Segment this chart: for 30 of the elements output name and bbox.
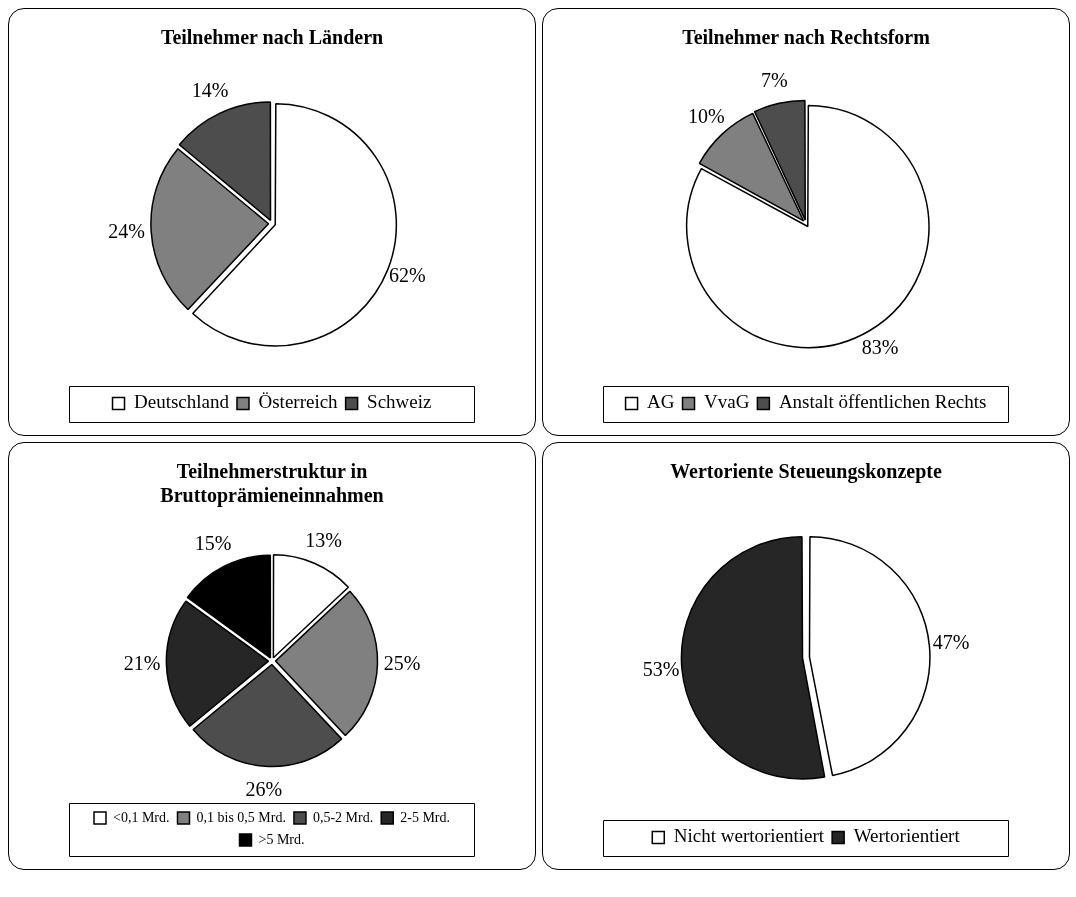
legend-label: Wertorientiert [853, 825, 961, 847]
chart-title: Wertoriente Steueungskonzepte [670, 460, 942, 484]
legend-label: 0,5-2 Mrd. [312, 809, 374, 825]
data-label: 13% [305, 528, 342, 551]
data-label: 25% [383, 652, 421, 675]
legend-label: <0,1 Mrd. [113, 809, 170, 825]
legend-label: Anstalt öffentlichen Rechts [778, 391, 987, 413]
legend-label: AG [647, 391, 675, 413]
data-label: 47% [932, 631, 970, 654]
legend-label: 2-5 Mrd. [400, 809, 451, 825]
data-label: 83% [861, 336, 899, 359]
data-label: 10% [687, 104, 725, 127]
data-label: 14% [191, 79, 229, 101]
data-label: 26% [245, 778, 283, 801]
legend-label: 0,1 bis 0,5 Mrd. [196, 809, 286, 825]
data-label: 21% [123, 652, 161, 675]
chart-title: Teilnehmer nach Ländern [160, 26, 384, 49]
legend-label: >5 Mrd. [258, 831, 305, 847]
legend-label: VvaG [704, 391, 750, 413]
data-label: 15% [194, 532, 232, 555]
legend-label: Deutschland [134, 391, 230, 413]
data-label: 62% [389, 264, 426, 287]
data-label: 24% [108, 219, 146, 242]
data-label: 53% [642, 658, 680, 681]
chart-title: Teilnehmerstruktur in Bruttoprämieneinnahmen [160, 460, 384, 508]
data-label: 7% [760, 68, 788, 91]
legend-label: Österreich [258, 391, 339, 413]
legend-label: Schweiz [367, 391, 432, 413]
chart-title: Teilnehmer nach Rechtsform [682, 26, 931, 49]
legend-label: Nicht wertorientiert [673, 825, 825, 847]
